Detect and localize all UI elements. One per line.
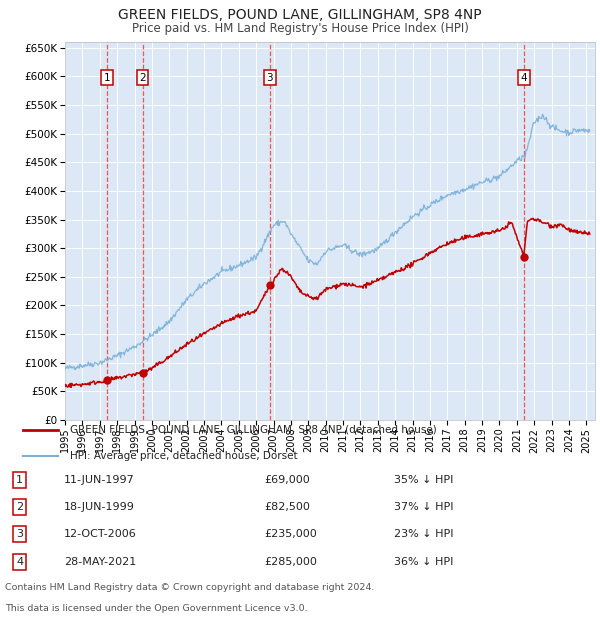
Text: 35% ↓ HPI: 35% ↓ HPI bbox=[394, 475, 454, 485]
Text: 36% ↓ HPI: 36% ↓ HPI bbox=[394, 557, 454, 567]
Text: 11-JUN-1997: 11-JUN-1997 bbox=[64, 475, 135, 485]
Text: 37% ↓ HPI: 37% ↓ HPI bbox=[394, 502, 454, 512]
Text: 1: 1 bbox=[104, 73, 111, 82]
Text: £285,000: £285,000 bbox=[265, 557, 317, 567]
Text: £82,500: £82,500 bbox=[265, 502, 310, 512]
Text: This data is licensed under the Open Government Licence v3.0.: This data is licensed under the Open Gov… bbox=[5, 604, 308, 613]
Text: Contains HM Land Registry data © Crown copyright and database right 2024.: Contains HM Land Registry data © Crown c… bbox=[5, 583, 374, 592]
Text: 1: 1 bbox=[16, 475, 23, 485]
Text: 2: 2 bbox=[139, 73, 146, 82]
Text: £69,000: £69,000 bbox=[265, 475, 310, 485]
Text: £235,000: £235,000 bbox=[265, 529, 317, 539]
Text: 4: 4 bbox=[16, 557, 23, 567]
Text: GREEN FIELDS, POUND LANE, GILLINGHAM, SP8 4NP: GREEN FIELDS, POUND LANE, GILLINGHAM, SP… bbox=[118, 8, 482, 22]
Text: 3: 3 bbox=[16, 529, 23, 539]
Text: 28-MAY-2021: 28-MAY-2021 bbox=[64, 557, 136, 567]
Text: Price paid vs. HM Land Registry's House Price Index (HPI): Price paid vs. HM Land Registry's House … bbox=[131, 22, 469, 35]
Text: GREEN FIELDS, POUND LANE, GILLINGHAM, SP8 4NP (detached house): GREEN FIELDS, POUND LANE, GILLINGHAM, SP… bbox=[70, 425, 437, 435]
Text: HPI: Average price, detached house, Dorset: HPI: Average price, detached house, Dors… bbox=[70, 451, 298, 461]
Text: 23% ↓ HPI: 23% ↓ HPI bbox=[394, 529, 454, 539]
Text: 3: 3 bbox=[266, 73, 273, 82]
Text: 4: 4 bbox=[521, 73, 527, 82]
Text: 12-OCT-2006: 12-OCT-2006 bbox=[64, 529, 137, 539]
Text: 2: 2 bbox=[16, 502, 23, 512]
Text: 18-JUN-1999: 18-JUN-1999 bbox=[64, 502, 135, 512]
